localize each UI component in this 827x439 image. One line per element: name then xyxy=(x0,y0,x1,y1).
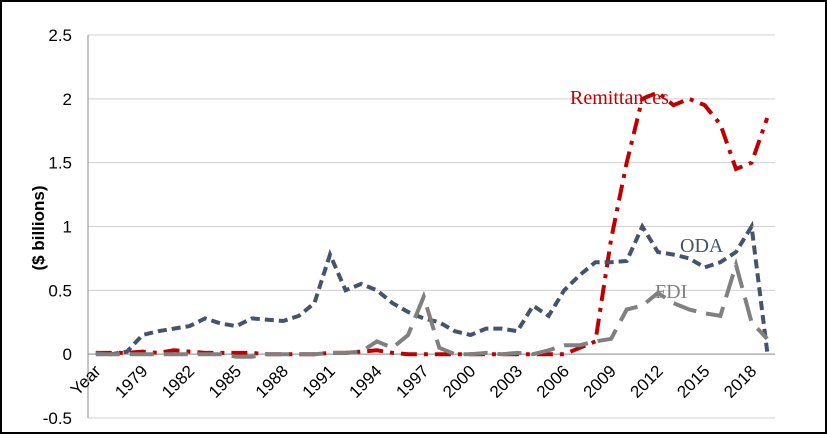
y-tick-label: 2.5 xyxy=(48,26,72,45)
y-tick-label: 0 xyxy=(63,345,72,364)
annotation: ODA xyxy=(680,235,724,257)
y-tick-label: 1 xyxy=(63,218,72,237)
annotation: FDI xyxy=(655,281,687,303)
y-axis-label: ($ billions) xyxy=(29,186,48,271)
data-line xyxy=(95,257,769,359)
annotation: Remittances xyxy=(570,87,669,109)
y-tick-label: 2 xyxy=(63,90,72,109)
y-tick-label: 1.5 xyxy=(48,154,72,173)
y-tick-label: -0.5 xyxy=(43,409,72,428)
y-tick-label: 0.5 xyxy=(48,281,72,300)
